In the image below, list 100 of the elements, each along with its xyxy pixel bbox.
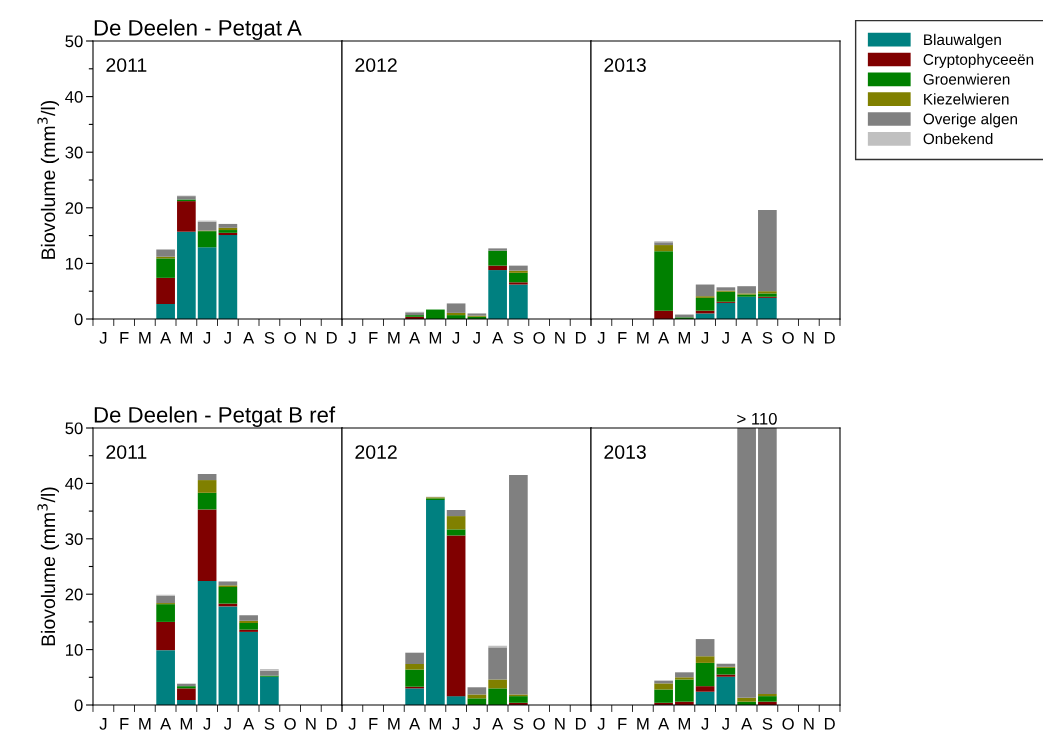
x-tick-label: N	[306, 332, 316, 344]
x-tick-label: J	[701, 718, 709, 730]
x-tick-label: J	[348, 332, 356, 344]
x-tick-label: A	[243, 718, 255, 730]
y-tick-label: 20	[65, 202, 83, 214]
y-tick-label: 30	[65, 146, 83, 159]
x-tick-label: M	[637, 332, 649, 344]
x-tick-label: A	[741, 332, 753, 344]
x-tick-label: J	[472, 718, 480, 730]
x-tick-label: O	[533, 331, 545, 344]
y-tick-label: 50	[65, 422, 83, 435]
x-tick-label: J	[721, 718, 729, 730]
x-tick-label: F	[618, 718, 627, 730]
y-tick-label: 30	[65, 533, 83, 545]
legend-label: Kiezelwieren	[924, 93, 1009, 105]
x-tick-label: J	[223, 718, 231, 730]
y-tick-label: 10	[66, 257, 83, 270]
x-tick-label: A	[658, 718, 670, 730]
x-tick-label: N	[555, 332, 565, 344]
annotation: 2012	[355, 445, 397, 459]
x-tick-label: A	[409, 718, 421, 730]
chart-title: De Deelen - Petgat A	[94, 19, 302, 41]
x-tick-label: M	[678, 332, 690, 344]
annotation: 2013	[604, 445, 646, 459]
x-tick-label: A	[160, 718, 172, 730]
x-tick-label: J	[701, 332, 709, 344]
y-tick-label: 10	[66, 644, 83, 656]
x-tick-label: A	[243, 332, 255, 344]
y-axis-title: Biovolume (mm$^{3}$/l)	[37, 487, 59, 646]
legend-label: Blauwalgen	[924, 33, 1001, 49]
annotation: 2013	[604, 58, 646, 72]
x-tick-label: F	[618, 332, 627, 344]
annotation: 2012	[355, 58, 397, 72]
x-tick-label: M	[139, 718, 151, 730]
y-axis-title: Biovolume (mm$^{3}$/l)	[37, 100, 59, 259]
x-tick-label: O	[782, 331, 794, 344]
x-tick-label: M	[388, 718, 400, 730]
x-tick-label: F	[369, 718, 378, 730]
x-tick-label: D	[326, 718, 337, 730]
x-tick-label: S	[513, 331, 524, 344]
x-tick-label: J	[348, 718, 356, 730]
x-tick-label: O	[533, 717, 545, 730]
x-tick-label: D	[824, 332, 835, 344]
x-tick-label: M	[429, 332, 441, 344]
x-tick-label: A	[658, 332, 670, 344]
y-tick-label: 20	[65, 588, 83, 601]
y-tick-label: 0	[74, 699, 83, 712]
x-tick-label: M	[180, 718, 192, 730]
annotation: 2011	[106, 445, 147, 459]
x-tick-label: S	[264, 331, 275, 344]
x-tick-label: A	[409, 332, 421, 344]
x-tick-label: M	[678, 718, 690, 730]
y-tick-label: 50	[65, 35, 83, 48]
x-tick-label: M	[139, 332, 151, 344]
x-tick-label: A	[160, 332, 172, 344]
y-tick-label: 40	[65, 91, 83, 103]
x-tick-label: S	[264, 717, 275, 730]
x-tick-label: J	[99, 718, 107, 730]
x-tick-label: O	[782, 717, 794, 730]
text: > 110	[737, 412, 777, 425]
x-tick-label: N	[555, 718, 565, 730]
legend-label: Groenwieren	[923, 73, 1010, 85]
x-tick-label: J	[721, 332, 729, 344]
x-tick-label: J	[472, 332, 480, 344]
x-tick-label: J	[223, 332, 231, 344]
x-tick-label: S	[762, 331, 773, 344]
x-tick-label: N	[804, 332, 814, 344]
x-tick-label: J	[203, 332, 211, 344]
x-tick-label: J	[452, 332, 460, 344]
x-tick-label: D	[575, 718, 586, 730]
x-tick-label: F	[369, 332, 378, 344]
x-tick-label: A	[492, 332, 504, 344]
x-tick-label: A	[741, 718, 753, 730]
legend-label: Onbekend	[923, 132, 993, 145]
x-tick-label: J	[99, 332, 107, 344]
x-tick-label: M	[180, 332, 192, 344]
x-tick-label: D	[824, 718, 835, 730]
x-tick-label: N	[804, 718, 814, 730]
x-tick-label: M	[388, 332, 400, 344]
x-tick-label: S	[762, 717, 773, 730]
x-tick-label: D	[326, 332, 337, 344]
x-tick-label: O	[284, 331, 296, 344]
x-tick-label: J	[203, 718, 211, 730]
x-tick-label: S	[513, 717, 524, 730]
x-tick-label: J	[597, 718, 605, 730]
legend-label: Overige algen	[923, 113, 1017, 128]
x-tick-label: M	[637, 718, 649, 730]
x-tick-label: O	[284, 717, 296, 730]
x-tick-label: A	[492, 718, 504, 730]
y-tick-label: 40	[65, 477, 83, 490]
y-tick-label: 0	[74, 313, 83, 326]
x-tick-label: F	[120, 718, 129, 730]
legend-label: Cryptophyceeën	[923, 53, 1034, 68]
x-tick-label: J	[597, 332, 605, 344]
x-tick-label: F	[120, 332, 129, 344]
annotation: 2011	[106, 58, 147, 72]
x-tick-label: M	[429, 718, 441, 730]
x-tick-label: N	[306, 718, 316, 730]
x-tick-label: J	[452, 718, 460, 730]
chart-title: De Deelen - Petgat B ref	[94, 406, 336, 428]
